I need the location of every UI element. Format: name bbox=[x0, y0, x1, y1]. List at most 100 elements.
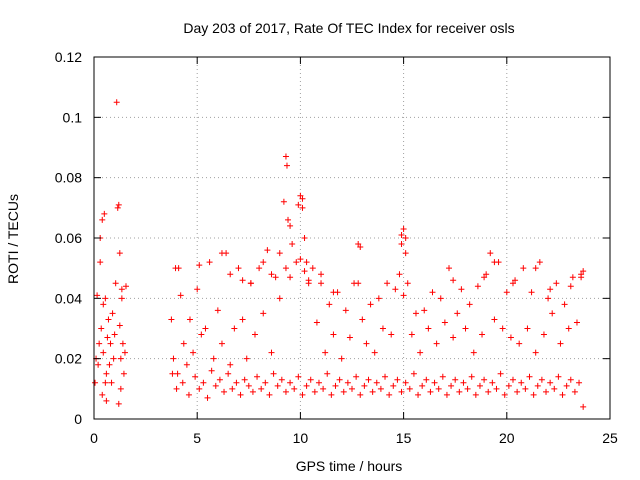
data-point bbox=[210, 355, 217, 362]
y-tick-label: 0.12 bbox=[55, 49, 82, 65]
data-point bbox=[561, 301, 568, 308]
data-point bbox=[481, 376, 488, 383]
data-point bbox=[262, 379, 269, 386]
data-point bbox=[274, 382, 281, 389]
data-point bbox=[287, 222, 294, 229]
data-point bbox=[371, 349, 378, 356]
data-point bbox=[361, 382, 368, 389]
data-point bbox=[328, 391, 335, 398]
data-point bbox=[282, 388, 289, 395]
data-point bbox=[332, 382, 339, 389]
data-point bbox=[268, 271, 275, 278]
data-point bbox=[111, 331, 118, 338]
x-tick-labels: 0 5 10 15 20 25 bbox=[90, 430, 618, 446]
data-point bbox=[441, 319, 448, 326]
data-point bbox=[104, 334, 111, 341]
data-point bbox=[532, 265, 539, 272]
data-point bbox=[282, 153, 289, 160]
data-point bbox=[311, 388, 318, 395]
data-point bbox=[122, 283, 129, 290]
data-point bbox=[285, 216, 292, 223]
data-point bbox=[318, 271, 325, 278]
data-point bbox=[365, 376, 372, 383]
data-point bbox=[373, 379, 380, 386]
data-point bbox=[491, 316, 498, 323]
y-tick-label: 0.08 bbox=[55, 170, 82, 186]
data-point bbox=[569, 274, 576, 281]
data-point bbox=[437, 295, 444, 302]
data-point bbox=[303, 382, 310, 389]
data-point bbox=[260, 259, 267, 266]
data-point bbox=[474, 283, 481, 290]
data-point bbox=[198, 331, 205, 338]
data-point bbox=[117, 385, 124, 392]
data-point bbox=[404, 280, 411, 287]
data-point bbox=[402, 235, 409, 241]
data-point bbox=[342, 307, 349, 314]
data-point bbox=[202, 325, 209, 332]
data-point bbox=[466, 301, 473, 308]
data-point bbox=[299, 195, 306, 202]
data-point bbox=[239, 277, 246, 284]
data-point bbox=[520, 265, 527, 272]
data-point bbox=[435, 385, 442, 392]
data-point bbox=[563, 382, 570, 389]
data-point bbox=[551, 385, 558, 392]
data-point bbox=[464, 385, 471, 392]
y-tick-label: 0.02 bbox=[55, 351, 82, 367]
data-point bbox=[555, 373, 562, 380]
data-point bbox=[254, 373, 261, 380]
data-point bbox=[344, 379, 351, 386]
data-point bbox=[102, 379, 109, 386]
data-point bbox=[251, 331, 258, 338]
data-point bbox=[216, 376, 223, 383]
data-point bbox=[113, 99, 120, 106]
data-point bbox=[94, 292, 101, 299]
data-point bbox=[322, 349, 329, 356]
data-point bbox=[96, 340, 103, 347]
data-point bbox=[116, 322, 123, 329]
data-point bbox=[297, 192, 304, 199]
data-point bbox=[330, 289, 337, 296]
data-point bbox=[233, 379, 240, 386]
data-point bbox=[538, 376, 545, 383]
data-point bbox=[256, 265, 263, 272]
data-point bbox=[392, 286, 399, 293]
data-point bbox=[412, 310, 419, 317]
data-point bbox=[382, 373, 389, 380]
data-point bbox=[379, 325, 386, 332]
data-point bbox=[580, 403, 587, 410]
data-point bbox=[524, 325, 531, 332]
data-point bbox=[95, 361, 102, 368]
data-point bbox=[336, 376, 343, 383]
data-point bbox=[235, 265, 242, 272]
data-point bbox=[116, 250, 123, 257]
data-point bbox=[446, 265, 453, 272]
data-point bbox=[190, 349, 197, 356]
data-point bbox=[315, 379, 322, 386]
data-point bbox=[309, 265, 316, 272]
data-point bbox=[168, 316, 175, 323]
data-point bbox=[553, 280, 560, 287]
data-point bbox=[534, 382, 541, 389]
data-point bbox=[450, 277, 457, 284]
data-point bbox=[499, 325, 506, 332]
data-point bbox=[194, 286, 201, 293]
data-point bbox=[357, 391, 364, 398]
data-point bbox=[421, 307, 428, 314]
data-point bbox=[528, 289, 535, 296]
y-tick-label: 0 bbox=[74, 411, 82, 427]
chart-title: Day 203 of 2017, Rate Of TEC Index for r… bbox=[183, 20, 514, 36]
data-point bbox=[114, 204, 121, 211]
data-point bbox=[204, 394, 211, 401]
data-point bbox=[406, 385, 413, 392]
data-point bbox=[530, 391, 537, 398]
data-point bbox=[99, 216, 106, 223]
data-point bbox=[301, 235, 308, 241]
data-point bbox=[243, 355, 250, 362]
data-point bbox=[100, 301, 107, 308]
data-point bbox=[573, 319, 580, 326]
data-point bbox=[580, 268, 587, 275]
data-point bbox=[227, 271, 234, 278]
data-point bbox=[384, 280, 391, 287]
